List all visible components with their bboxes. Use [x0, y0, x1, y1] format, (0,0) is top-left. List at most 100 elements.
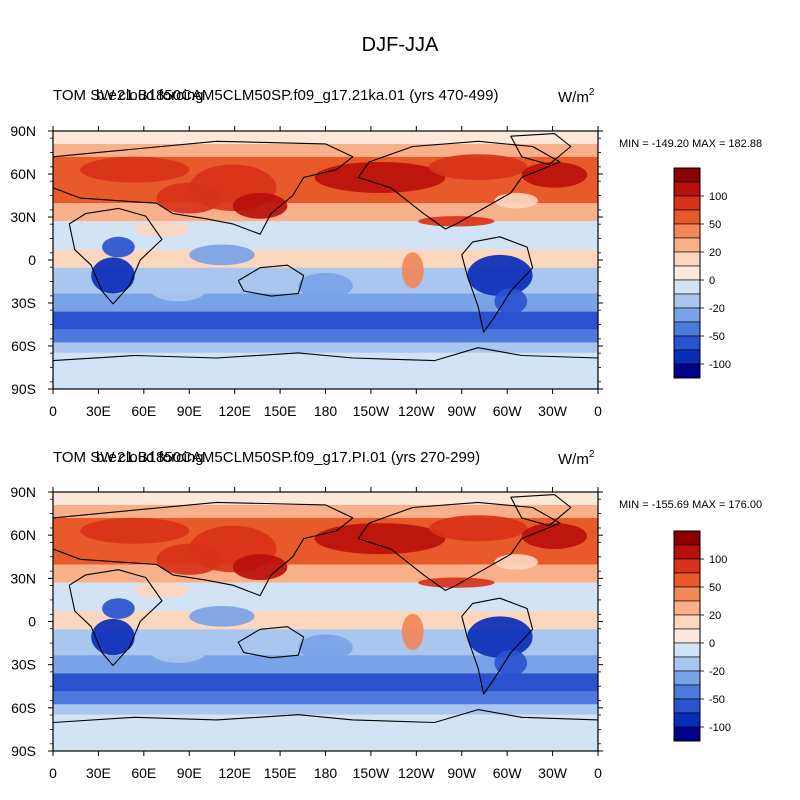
lon-tick-label: 30W [538, 765, 568, 781]
colorbar-box [673, 726, 701, 742]
colorbar-box [673, 698, 701, 714]
lon-tick-label: 60W [493, 403, 523, 419]
colorbar-box [673, 307, 701, 323]
colorbar-box [673, 237, 701, 253]
lon-tick-label: 0 [49, 765, 57, 781]
lat-axis-1: 90N 60N 30N 0 30S 60S 90S [10, 123, 603, 397]
colorbar-box [673, 712, 701, 728]
colorbar-label: 20 [709, 610, 721, 622]
colorbar-label: 100 [709, 191, 727, 203]
colorbar-label: -50 [709, 694, 725, 706]
lat-tick-label: 60S [11, 700, 36, 716]
lon-tick-label: 60E [131, 403, 156, 419]
colorbar-label: -100 [709, 359, 731, 371]
colorbar-box [673, 614, 701, 630]
panel-1-title-b: b.e21.B1850CAM5CLM50SP.f09_g17.21ka.01 (… [96, 87, 499, 104]
lon-tick-label: 90W [447, 765, 477, 781]
lon-tick-label: 120W [398, 403, 435, 419]
lon-tick-label: 150W [353, 403, 390, 419]
lon-tick-label: 60W [493, 765, 523, 781]
panel-2-minmax: MIN = -155.69 MAX = 176.00 [619, 499, 762, 511]
colorbar-box [673, 223, 701, 239]
panel-1-minmax: MIN = -149.20 MAX = 182.88 [619, 138, 762, 150]
coastlines [53, 494, 598, 751]
lat-tick-label: 60N [10, 527, 36, 543]
colorbar-box [673, 600, 701, 616]
colorbar-box [673, 586, 701, 602]
colorbar-box [673, 670, 701, 686]
colorbar-box [673, 279, 701, 295]
lon-tick-label: 0 [594, 403, 602, 419]
lon-tick-label: 150W [353, 765, 390, 781]
colorbar-label: -100 [709, 722, 731, 734]
colorbar-box [673, 195, 701, 211]
field-shading [53, 131, 598, 389]
colorbar-box [673, 642, 701, 658]
lat-tick-label: 30S [11, 657, 36, 673]
colorbar-box [673, 656, 701, 672]
colorbar-box [673, 293, 701, 309]
lon-tick-label: 90E [177, 403, 202, 419]
lon-tick-label: 180 [314, 403, 338, 419]
map-panel-2: TOM SW cloud forcing b.e21.B1850CAM5CLM5… [10, 449, 762, 781]
lon-tick-label: 60E [131, 765, 156, 781]
panel-1-units: W/m2 [558, 87, 595, 106]
colorbar-box [673, 530, 701, 546]
colorbar-box [673, 628, 701, 644]
colorbar-box [673, 349, 701, 365]
panel-1-title-a: TOM SW cloud forcing [53, 87, 204, 104]
lon-tick-label: 0 [49, 403, 57, 419]
colorbar-label: 0 [709, 638, 715, 650]
lat-tick-label: 90N [10, 484, 36, 500]
colorbar-box [673, 209, 701, 225]
lon-tick-label: 30E [86, 403, 111, 419]
map-1 [52, 130, 599, 390]
field-shading [53, 492, 598, 751]
lon-tick-label: 90W [447, 403, 477, 419]
colorbar-box [673, 251, 701, 267]
colorbar-box [673, 363, 701, 379]
colorbar-label: 100 [709, 554, 727, 566]
lat-tick-label: 30N [10, 570, 36, 586]
lat-tick-label: 30N [10, 209, 36, 225]
colorbar-box [673, 181, 701, 197]
lat-tick-label: 90S [11, 381, 36, 397]
colorbar-label: -20 [709, 303, 725, 315]
lat-tick-label: 60N [10, 166, 36, 182]
lat-tick-label: 90N [10, 123, 36, 139]
figure-title: DJF-JJA [362, 34, 439, 56]
lon-tick-label: 150E [264, 403, 297, 419]
colorbar-box [673, 572, 701, 588]
lon-tick-label: 120E [218, 403, 251, 419]
panel-2-title-a: TOM SW cloud forcing [53, 449, 204, 466]
lon-tick-label: 120W [398, 765, 435, 781]
colorbar-box [673, 684, 701, 700]
lat-tick-label: 0 [28, 252, 36, 268]
lat-tick-label: 60S [11, 338, 36, 354]
map-2 [52, 491, 599, 752]
lat-tick-label: 30S [11, 295, 36, 311]
lon-tick-label: 30E [86, 765, 111, 781]
colorbar-box [673, 265, 701, 281]
lat-axis-2: 90N 60N 30N 0 30S 60S 90S [10, 484, 603, 759]
colorbar-box [673, 335, 701, 351]
colorbar-label: -50 [709, 331, 725, 343]
colorbar-box [673, 558, 701, 574]
lon-axis-2: 0 30E 60E 90E 120E 150E 180 150W 120W 90W 60W 30W 0 [49, 487, 602, 781]
panel-2-units: W/m2 [558, 449, 595, 468]
lon-tick-label: 30W [538, 403, 568, 419]
colorbar-label: 0 [709, 275, 715, 287]
lon-tick-label: 120E [218, 765, 251, 781]
colorbar-label: 50 [709, 582, 721, 594]
lon-axis-1: 0 30E 60E 90E 120E 150E 180 150W 120W 90W 60W 30W 0 [49, 126, 602, 419]
colorbar-box [673, 167, 701, 183]
lat-tick-label: 90S [11, 743, 36, 759]
colorbar-1: 100 50 20 0 -20 -50 -100 [673, 167, 731, 379]
panel-2-title-b: b.e21.B1850CAM5CLM50SP.f09_g17.PI.01 (yr… [96, 449, 480, 466]
lon-tick-label: 0 [594, 765, 602, 781]
lon-tick-label: 90E [177, 765, 202, 781]
colorbar-2: 100 50 20 0 -20 -50 -100 [673, 530, 731, 742]
lon-tick-label: 150E [264, 765, 297, 781]
lat-tick-label: 0 [28, 614, 36, 630]
